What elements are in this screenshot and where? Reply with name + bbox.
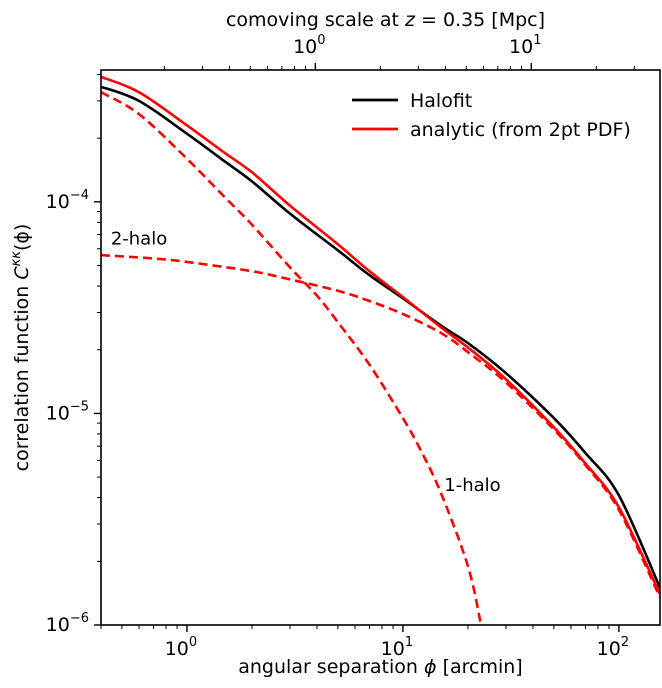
x-axis-label-var: ϕ bbox=[424, 656, 437, 678]
y-axis-label-suffix: (ϕ) bbox=[11, 224, 33, 251]
y-tick-base: 10 bbox=[46, 402, 70, 424]
x-tick-base: 10 bbox=[165, 638, 189, 660]
series-line-analytic bbox=[101, 75, 660, 595]
x-tick-base: 10 bbox=[597, 638, 621, 660]
y-tick-exp: −5 bbox=[70, 399, 89, 414]
y-axis-label: correlation function Cκκ(ϕ) bbox=[9, 224, 33, 472]
annotation-label: 1-halo bbox=[444, 475, 500, 496]
top-axis-label-prefix: comoving scale at bbox=[226, 9, 405, 31]
series-line-dashed-3 bbox=[101, 253, 660, 598]
x-tick-label: 101 bbox=[381, 635, 413, 660]
y-axis-label-sup: κκ bbox=[9, 251, 24, 267]
x-tick-exp: 0 bbox=[189, 635, 197, 650]
plot-frame bbox=[100, 69, 661, 626]
x-axis-label-prefix: angular separation bbox=[238, 656, 424, 678]
x-tick-label: 100 bbox=[165, 635, 197, 660]
y-tick-label: 10−6 bbox=[46, 611, 89, 636]
series-group bbox=[101, 75, 660, 625]
legend-label: analytic (from 2pt PDF) bbox=[410, 119, 631, 141]
y-tick-exp: −4 bbox=[70, 188, 89, 203]
y-tick-base: 10 bbox=[46, 614, 70, 636]
annotation-label: 2-halo bbox=[111, 228, 167, 249]
plot-area: 2-halo 1-halo bbox=[101, 75, 660, 625]
top-tick-base: 10 bbox=[509, 36, 533, 58]
y-tick-label: 10−5 bbox=[46, 399, 89, 424]
top-tick-label: 100 bbox=[293, 33, 325, 58]
x-tick-base: 10 bbox=[381, 638, 405, 660]
y-tick-label: 10−4 bbox=[46, 188, 89, 213]
top-tick-exp: 1 bbox=[533, 33, 541, 48]
y-tick-base: 10 bbox=[46, 191, 70, 213]
y-axis-label-var: C bbox=[11, 266, 33, 280]
top-tick-label: 101 bbox=[509, 33, 541, 58]
x-axis-label-unit: [arcmin] bbox=[437, 656, 523, 678]
series-line-dashed-2 bbox=[101, 91, 483, 625]
top-tick-exp: 0 bbox=[317, 33, 325, 48]
x-axis-label: angular separation ϕ [arcmin] bbox=[238, 656, 522, 678]
x-tick-label: 102 bbox=[597, 635, 629, 660]
top-tick-base: 10 bbox=[293, 36, 317, 58]
top-axis-label-rest: = 0.35 [Mpc] bbox=[415, 9, 545, 31]
y-axis-label-prefix: correlation function bbox=[11, 280, 33, 472]
series-line-halofit bbox=[101, 85, 660, 589]
top-axis-label-var: z bbox=[404, 9, 416, 31]
x-tick-exp: 1 bbox=[405, 635, 413, 650]
top-axis-label: comoving scale at z = 0.35 [Mpc] bbox=[226, 9, 545, 31]
legend: Halofit analytic (from 2pt PDF) bbox=[352, 90, 631, 141]
y-tick-exp: −6 bbox=[70, 611, 89, 626]
x-tick-exp: 2 bbox=[621, 635, 629, 650]
legend-label: Halofit bbox=[410, 90, 472, 112]
